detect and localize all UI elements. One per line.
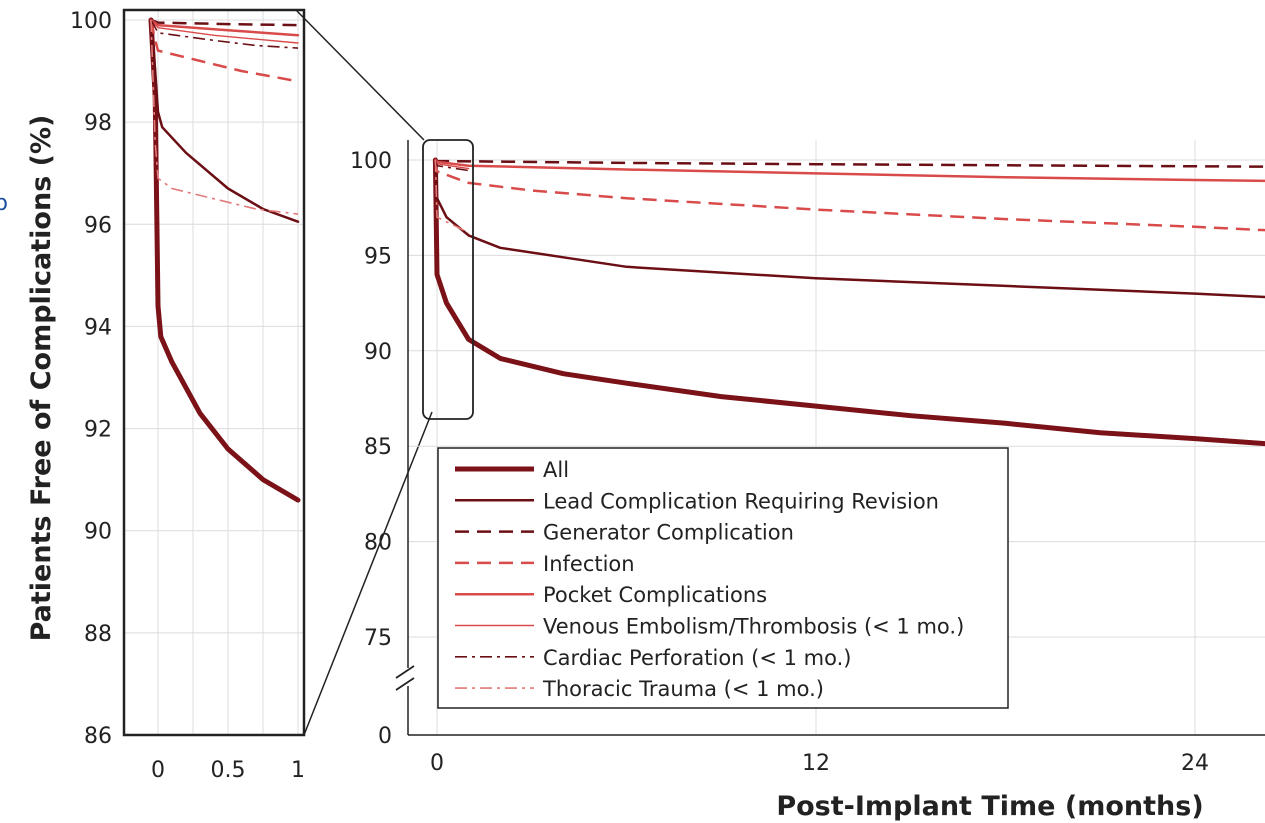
main-x-ticks: 0 12 24 xyxy=(430,751,1209,776)
main-series-infection xyxy=(434,159,1265,232)
legend-items: All Lead Complication Requiring Revision G… xyxy=(455,458,964,701)
inset-y-ticks: 86 88 90 92 94 96 98 100 xyxy=(70,9,112,749)
legend: All Lead Complication Requiring Revision G… xyxy=(437,447,1009,709)
main-x-tick-label: 0 xyxy=(430,751,444,776)
inset-series-pocket-complications xyxy=(149,18,300,37)
legend-label-lead-complication-requiring-revision: Lead Complication Requiring Revision xyxy=(543,489,939,513)
inset-series-all xyxy=(148,17,301,503)
inset-y-tick-label: 98 xyxy=(84,111,112,136)
inset-series-group xyxy=(148,17,301,503)
y-axis-title: Patients Free of Complications (%) xyxy=(26,115,57,642)
main-y-tick-label: 95 xyxy=(364,244,392,269)
inset-x-tick-label: 0 xyxy=(151,758,165,783)
main-y-tick-label: 85 xyxy=(364,435,392,460)
x-axis-title: Post-Implant Time (months) xyxy=(776,791,1203,822)
inset-series-thoracic-trauma-1-mo xyxy=(150,19,299,215)
inset-y-tick-label: 88 xyxy=(84,622,112,647)
legend-label-infection: Infection xyxy=(543,552,635,576)
main-series-generator-complication xyxy=(434,158,1265,168)
main-series-all xyxy=(432,157,1265,447)
legend-label-all: All xyxy=(543,458,569,482)
legend-label-pocket-complications: Pocket Complications xyxy=(543,583,767,607)
panel-label: b xyxy=(0,191,8,216)
inset-series-venous-embolism-thrombosis-1-mo xyxy=(150,19,299,44)
inset-series-lead-complication-requiring-revision xyxy=(149,18,300,223)
main-series-group xyxy=(432,157,1265,447)
main-x-tick-label: 12 xyxy=(802,751,830,776)
legend-label-venous-embolism-thrombosis-1-mo: Venous Embolism/Thrombosis (< 1 mo.) xyxy=(543,615,964,639)
zoom-region-box xyxy=(422,139,474,420)
zoom-connector-bottom xyxy=(303,411,433,736)
main-y-tick-label: 0 xyxy=(378,724,392,749)
main-series-pocket-complications xyxy=(434,158,1265,183)
inset-y-tick-label: 96 xyxy=(84,213,112,238)
main-y-tick-label: 80 xyxy=(364,531,392,556)
main-series-thoracic-trauma-1-mo xyxy=(434,159,469,234)
main-y-tick-label: 90 xyxy=(364,340,392,365)
inset-y-tick-label: 94 xyxy=(84,315,112,340)
inset-x-tick-label: 0.5 xyxy=(211,758,246,783)
inset-y-tick-label: 86 xyxy=(84,724,112,749)
axis-break-icon xyxy=(395,665,418,691)
main-x-tick-label: 24 xyxy=(1181,751,1209,776)
inset-y-tick-label: 92 xyxy=(84,418,112,443)
legend-label-thoracic-trauma-1-mo: Thoracic Trauma (< 1 mo.) xyxy=(542,677,824,701)
main-series-lead-complication-requiring-revision xyxy=(434,158,1265,299)
inset-series-infection xyxy=(149,19,299,83)
main-y-ticks: 0 75 80 85 90 95 100 xyxy=(350,149,392,749)
inset-series-generator-complication xyxy=(150,18,299,27)
main-y-tick-label: 100 xyxy=(350,149,392,174)
legend-label-cardiac-perforation-1-mo: Cardiac Perforation (< 1 mo.) xyxy=(543,646,851,670)
zoom-connector-top xyxy=(295,9,425,141)
legend-label-generator-complication: Generator Complication xyxy=(543,521,794,545)
inset-x-ticks: 0 0.5 1 xyxy=(151,758,305,783)
main-y-tick-label: 75 xyxy=(364,626,392,651)
inset-y-tick-label: 100 xyxy=(70,9,112,34)
inset-grid xyxy=(124,10,304,736)
legend-box xyxy=(437,447,1009,709)
inset-x-tick-label: 1 xyxy=(291,758,305,783)
main-panel: 0 75 80 85 90 95 100 0 12 24 Post-Implant Time (… xyxy=(350,139,1265,822)
inset-frame xyxy=(122,8,306,737)
inset-y-tick-label: 90 xyxy=(84,520,112,545)
inset-series-cardiac-perforation-1-mo xyxy=(150,19,299,49)
